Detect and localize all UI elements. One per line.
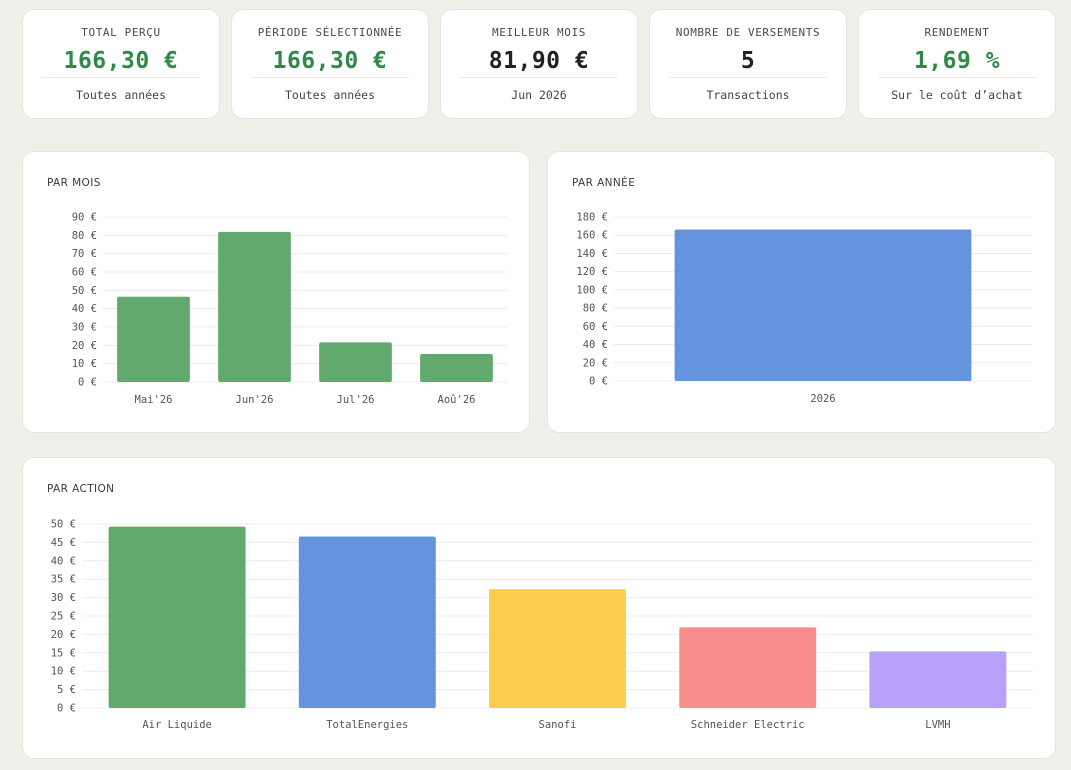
x-tick-label: Sanofi xyxy=(539,719,577,731)
x-tick-label: LVMH xyxy=(925,719,950,731)
y-tick-label: 5 € xyxy=(57,684,76,696)
kpi-label: TOTAL PERÇU xyxy=(81,26,161,39)
y-tick-label: 45 € xyxy=(51,537,76,549)
kpi-label: RENDEMENT xyxy=(924,26,990,39)
y-tick-label: 25 € xyxy=(51,611,76,623)
bar-air-liquide[interactable] xyxy=(108,526,246,708)
kpi-label: PÉRIODE SÉLECTIONNÉE xyxy=(257,26,403,39)
y-tick-label: 40 € xyxy=(583,339,608,351)
bar-lvmh[interactable] xyxy=(869,651,1007,708)
chart-panel-par-mois: PAR MOIS 0 € 10 € 20 € 30 € 40 € 50 € 60 € 70 €… xyxy=(22,151,530,433)
y-tick-label: 100 € xyxy=(576,284,608,296)
y-tick-label: 15 € xyxy=(51,647,76,659)
y-tick-label: 60 € xyxy=(72,267,97,279)
kpi-value: 1,69 % xyxy=(913,48,1001,74)
y-tick-label: 140 € xyxy=(576,248,608,260)
y-tick-label: 180 € xyxy=(576,212,608,224)
bar-ao-26[interactable] xyxy=(420,353,493,382)
x-tick-label: Aoû'26 xyxy=(438,394,476,406)
kpi-card-periode-selectionnee: PÉRIODE SÉLECTIONNÉE 166,30 € Toutes ann… xyxy=(231,9,429,119)
kpi-subtitle: Transactions xyxy=(706,88,790,102)
y-tick-label: 30 € xyxy=(51,592,76,604)
kpi-subtitle: Jun 2026 xyxy=(511,88,567,102)
y-tick-label: 0 € xyxy=(57,703,76,715)
y-tick-label: 0 € xyxy=(589,376,608,388)
kpi-card-total-percu: TOTAL PERÇU 166,30 € Toutes années xyxy=(22,9,220,119)
kpi-label: NOMBRE DE VERSEMENTS xyxy=(675,26,821,39)
kpi-subtitle: Sur le coût d’achat xyxy=(891,88,1023,102)
kpi-card-rendement: RENDEMENT 1,69 % Sur le coût d’achat xyxy=(858,9,1056,119)
kpi-value: 5 xyxy=(740,48,756,74)
y-tick-label: 50 € xyxy=(51,519,76,531)
chart-par-action: 0 € 5 € 10 € 15 € 20 € 25 € 30 € 35 € 40 € 45 € 50… xyxy=(51,519,1033,731)
kpi-divider xyxy=(42,77,200,78)
y-tick-label: 160 € xyxy=(576,230,608,242)
x-tick-label: Jul'26 xyxy=(337,394,375,406)
y-tick-label: 10 € xyxy=(72,358,97,370)
chart-title: PAR ANNÉE xyxy=(572,177,636,189)
y-tick-label: 0 € xyxy=(78,377,97,389)
kpi-card-nombre-versements: NOMBRE DE VERSEMENTS 5 Transactions xyxy=(649,9,847,119)
bar-jun-26[interactable] xyxy=(218,231,291,382)
kpi-value: 81,90 € xyxy=(488,48,590,74)
y-tick-label: 90 € xyxy=(72,212,97,224)
y-tick-label: 35 € xyxy=(51,574,76,586)
y-tick-label: 40 € xyxy=(72,303,97,315)
chart-panel-par-action: PAR ACTION 0 € 5 € 10 € 15 € 20 € 25 € 30 € 35 … xyxy=(22,457,1056,759)
bar-2026[interactable] xyxy=(674,229,972,381)
kpi-value: 166,30 € xyxy=(63,48,179,74)
kpi-subtitle: Toutes années xyxy=(75,88,166,102)
kpi-value: 166,30 € xyxy=(272,48,388,74)
kpi-divider xyxy=(251,77,409,78)
y-tick-label: 20 € xyxy=(72,340,97,352)
y-tick-label: 10 € xyxy=(51,666,76,678)
kpi-divider xyxy=(460,77,618,78)
bar-jul-26[interactable] xyxy=(319,342,392,382)
y-tick-label: 80 € xyxy=(583,303,608,315)
x-tick-label: 2026 xyxy=(810,393,835,405)
kpi-divider xyxy=(669,77,827,78)
y-tick-label: 40 € xyxy=(51,555,76,567)
y-tick-label: 70 € xyxy=(72,248,97,260)
chart-par-mois: 0 € 10 € 20 € 30 € 40 € 50 € 60 € 70 € 80 € 90 € M… xyxy=(72,212,507,406)
chart-title: PAR ACTION xyxy=(47,483,115,495)
chart-par-annee: 0 € 20 € 40 € 60 € 80 € 100 € 120 € 140 € 160 € 1… xyxy=(576,212,1032,405)
y-tick-label: 80 € xyxy=(72,230,97,242)
kpi-label: MEILLEUR MOIS xyxy=(492,26,586,39)
y-tick-label: 50 € xyxy=(72,285,97,297)
y-tick-label: 20 € xyxy=(51,629,76,641)
y-tick-label: 30 € xyxy=(72,322,97,334)
kpi-divider xyxy=(878,77,1036,78)
y-tick-label: 20 € xyxy=(583,357,608,369)
y-tick-label: 60 € xyxy=(583,321,608,333)
bar-schneider-electric[interactable] xyxy=(679,627,817,708)
kpi-row: TOTAL PERÇU 166,30 € Toutes années PÉRIO… xyxy=(22,9,1056,119)
x-tick-label: TotalEnergies xyxy=(326,719,408,731)
x-tick-label: Mai'26 xyxy=(135,394,173,406)
bar-sanofi[interactable] xyxy=(489,589,626,708)
x-tick-label: Schneider Electric xyxy=(691,719,805,731)
kpi-card-meilleur-mois: MEILLEUR MOIS 81,90 € Jun 2026 xyxy=(440,9,638,119)
y-tick-label: 120 € xyxy=(576,266,608,278)
x-tick-label: Air Liquide xyxy=(142,719,212,731)
chart-panel-par-annee: PAR ANNÉE 0 € 20 € 40 € 60 € 80 € 100 € 120 € 1… xyxy=(547,151,1056,433)
x-tick-label: Jun'26 xyxy=(236,394,274,406)
kpi-subtitle: Toutes années xyxy=(284,88,375,102)
chart-title: PAR MOIS xyxy=(47,177,101,189)
bar-mai-26[interactable] xyxy=(117,296,190,382)
bar-totalenergies[interactable] xyxy=(298,536,436,708)
